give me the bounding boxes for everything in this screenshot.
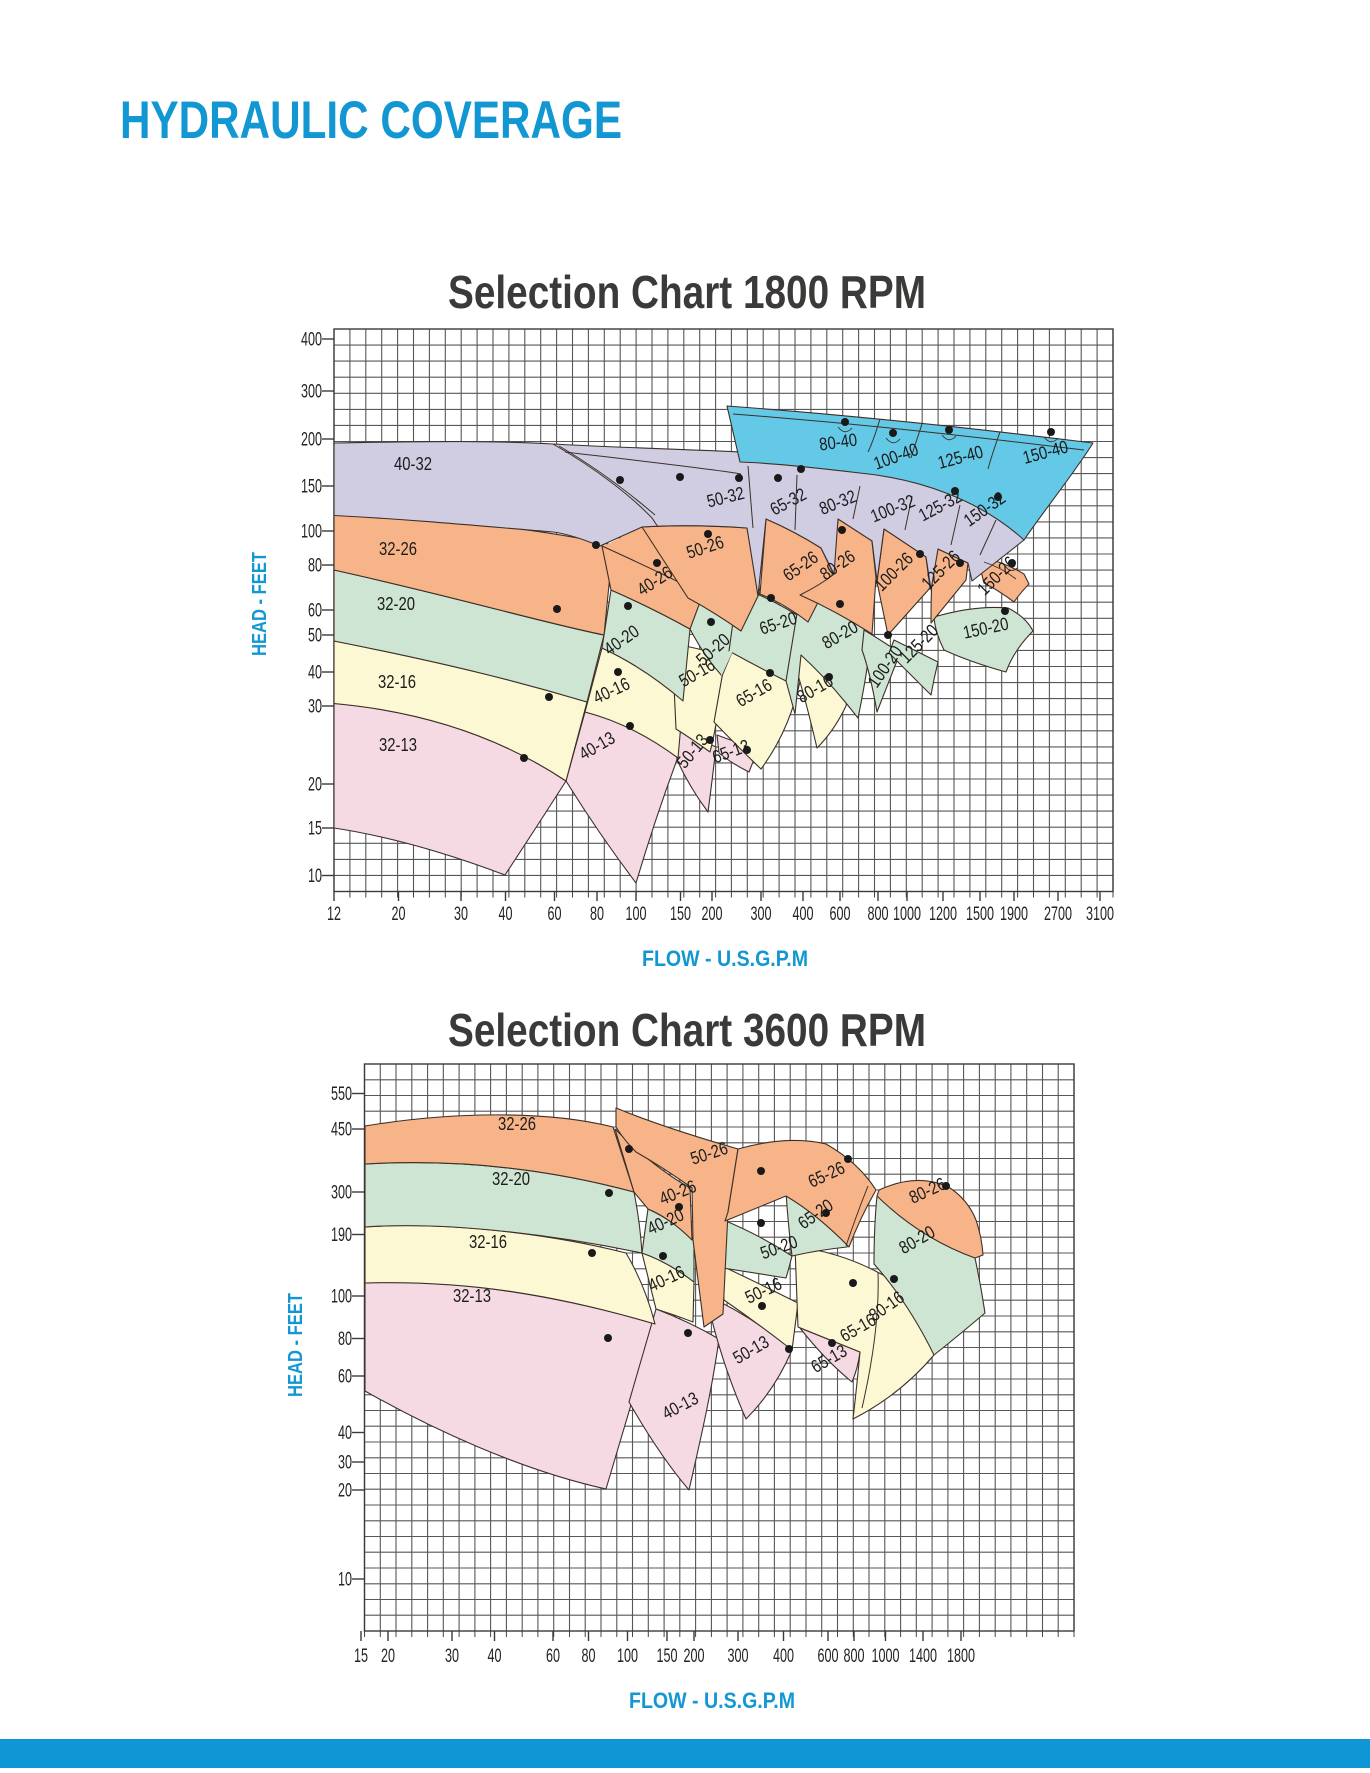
svg-text:32-13: 32-13 [379, 735, 417, 755]
svg-text:1500: 1500 [966, 904, 994, 925]
svg-text:1400: 1400 [909, 1646, 937, 1667]
svg-text:100: 100 [301, 522, 322, 543]
svg-text:10: 10 [338, 1570, 352, 1591]
svg-text:800: 800 [844, 1646, 865, 1667]
svg-text:80: 80 [308, 556, 322, 577]
svg-text:32-26: 32-26 [379, 539, 417, 559]
svg-text:40: 40 [338, 1423, 352, 1444]
svg-text:15: 15 [308, 819, 322, 840]
svg-text:60: 60 [308, 601, 322, 622]
svg-text:32-26: 32-26 [498, 1114, 536, 1134]
svg-text:600: 600 [818, 1646, 839, 1667]
svg-text:190: 190 [331, 1225, 352, 1246]
svg-text:80: 80 [338, 1329, 352, 1350]
svg-text:3100: 3100 [1086, 904, 1114, 925]
svg-text:600: 600 [830, 904, 851, 925]
svg-text:100: 100 [617, 1646, 638, 1667]
svg-text:80: 80 [582, 1646, 596, 1667]
svg-text:10: 10 [308, 866, 322, 887]
svg-text:HEAD - FEET: HEAD - FEET [249, 552, 271, 656]
svg-text:20: 20 [338, 1481, 352, 1502]
svg-text:15: 15 [354, 1646, 368, 1667]
svg-text:80: 80 [590, 904, 604, 925]
svg-text:30: 30 [308, 697, 322, 718]
svg-text:60: 60 [548, 904, 562, 925]
svg-text:150: 150 [670, 904, 691, 925]
svg-text:200: 200 [684, 1646, 705, 1667]
svg-text:400: 400 [301, 330, 322, 351]
svg-text:HYDRAULIC COVERAGE: HYDRAULIC COVERAGE [120, 91, 622, 150]
svg-text:550: 550 [331, 1084, 352, 1105]
svg-text:30: 30 [445, 1646, 459, 1667]
svg-text:30: 30 [338, 1453, 352, 1474]
svg-text:32-20: 32-20 [492, 1169, 530, 1189]
svg-text:60: 60 [338, 1367, 352, 1388]
svg-text:60: 60 [546, 1646, 560, 1667]
svg-text:FLOW - U.S.G.P.M: FLOW - U.S.G.P.M [629, 1688, 795, 1713]
svg-text:32-16: 32-16 [469, 1232, 507, 1252]
svg-text:32-16: 32-16 [378, 672, 416, 692]
svg-text:200: 200 [301, 430, 322, 451]
svg-text:450: 450 [331, 1120, 352, 1141]
svg-text:32-20: 32-20 [377, 594, 415, 614]
svg-text:FLOW - U.S.G.P.M: FLOW - U.S.G.P.M [642, 946, 808, 971]
svg-text:40: 40 [499, 904, 513, 925]
svg-text:400: 400 [793, 904, 814, 925]
svg-text:50: 50 [308, 626, 322, 647]
svg-text:40-32: 40-32 [394, 454, 432, 474]
svg-text:300: 300 [728, 1646, 749, 1667]
svg-text:40: 40 [488, 1646, 502, 1667]
svg-text:1200: 1200 [929, 904, 957, 925]
svg-text:1800: 1800 [947, 1646, 975, 1667]
svg-text:150: 150 [301, 477, 322, 498]
svg-text:30: 30 [454, 904, 468, 925]
svg-text:Selection Chart 1800 RPM: Selection Chart 1800 RPM [448, 266, 926, 318]
svg-text:100: 100 [331, 1287, 352, 1308]
svg-text:40: 40 [308, 663, 322, 684]
svg-text:150: 150 [657, 1646, 678, 1667]
svg-text:300: 300 [331, 1183, 352, 1204]
svg-text:12: 12 [327, 904, 341, 925]
svg-text:20: 20 [392, 904, 406, 925]
svg-text:1000: 1000 [872, 1646, 900, 1667]
svg-text:300: 300 [301, 382, 322, 403]
svg-text:2700: 2700 [1044, 904, 1072, 925]
svg-text:HEAD - FEET: HEAD - FEET [285, 1293, 307, 1397]
svg-text:1900: 1900 [1000, 904, 1028, 925]
svg-text:200: 200 [702, 904, 723, 925]
svg-text:32-13: 32-13 [453, 1286, 491, 1306]
svg-text:20: 20 [308, 775, 322, 796]
svg-text:400: 400 [773, 1646, 794, 1667]
svg-text:800: 800 [868, 904, 889, 925]
svg-text:100: 100 [626, 904, 647, 925]
svg-text:1000: 1000 [893, 904, 921, 925]
svg-text:20: 20 [381, 1646, 395, 1667]
svg-text:300: 300 [751, 904, 772, 925]
svg-text:Selection Chart 3600 RPM: Selection Chart 3600 RPM [448, 1004, 926, 1056]
